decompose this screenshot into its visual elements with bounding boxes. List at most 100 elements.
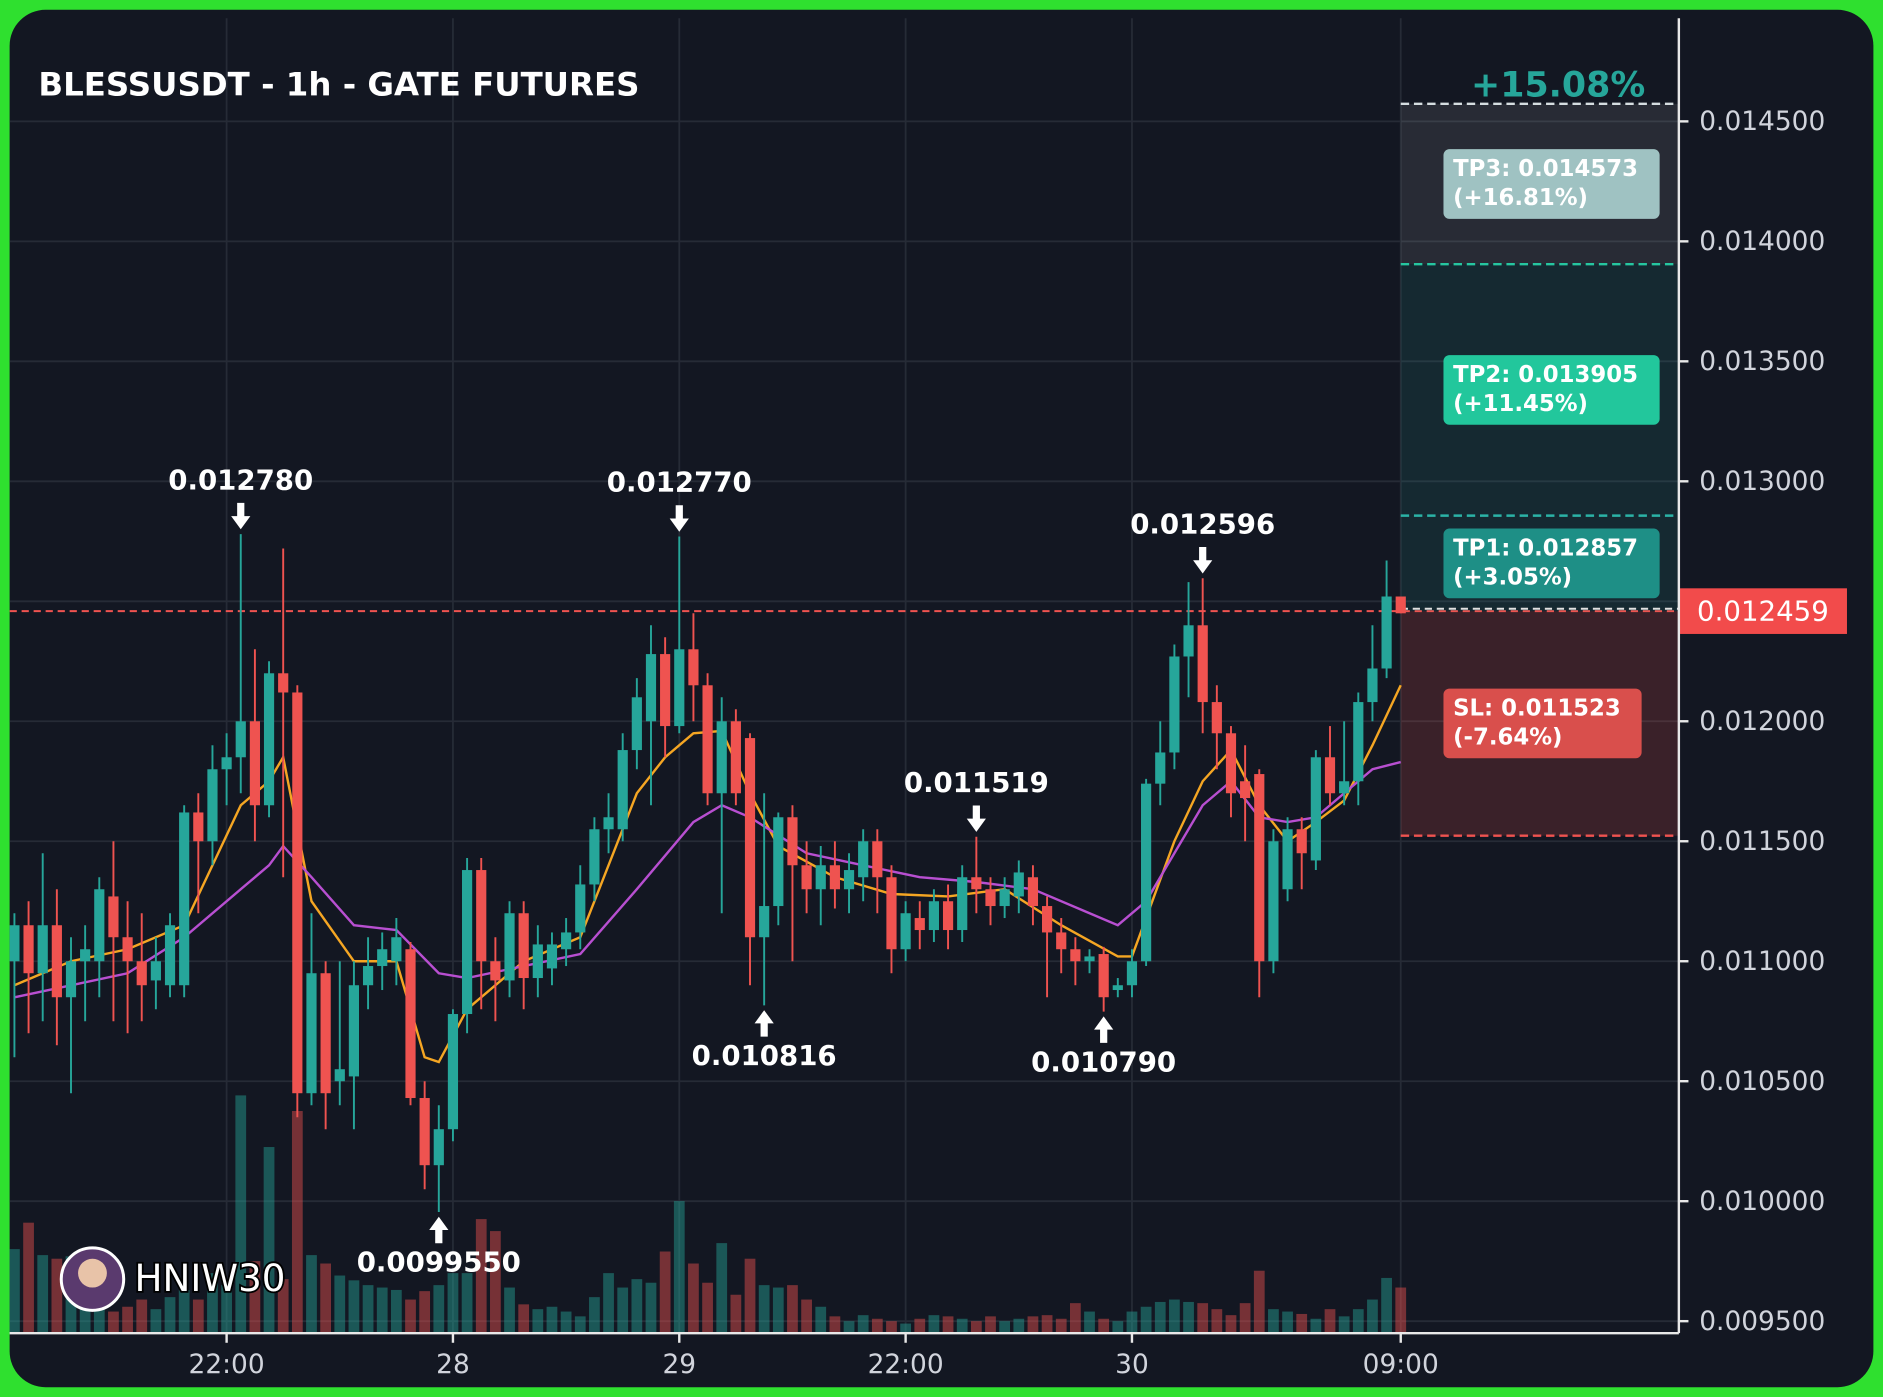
annotation-arrow — [754, 1010, 774, 1037]
candle-body — [419, 1098, 430, 1166]
volume-bar — [1041, 1315, 1053, 1334]
candle-body — [801, 865, 812, 890]
volume-bar — [1381, 1277, 1392, 1334]
volume-bar — [1296, 1313, 1308, 1334]
candle-body — [1268, 841, 1279, 962]
volume-bar — [900, 1323, 911, 1334]
candle-body — [23, 925, 34, 974]
candle-body — [914, 918, 925, 931]
candle-body — [744, 738, 756, 938]
volume-bar — [235, 1095, 247, 1334]
volume-bar — [136, 1299, 148, 1334]
volume-bar — [1367, 1299, 1378, 1334]
volume-bar — [758, 1285, 770, 1334]
candle-body — [1254, 774, 1265, 962]
candle-body — [829, 865, 840, 890]
candle-body — [1395, 596, 1406, 614]
volume-bar — [574, 1316, 586, 1334]
candle-body — [1169, 656, 1180, 753]
candle-body — [815, 865, 826, 890]
volume-bar — [603, 1273, 614, 1334]
candle-body — [688, 649, 699, 686]
candle-body — [504, 913, 515, 981]
volume-bar — [985, 1316, 996, 1334]
candle-body — [1084, 956, 1095, 962]
candle-body — [617, 750, 628, 830]
annotation-arrow — [231, 502, 251, 530]
volume-bar — [1352, 1309, 1364, 1334]
volume-bar — [631, 1279, 643, 1334]
volume-bar — [1253, 1270, 1265, 1334]
x-tick-label: 28 — [436, 1349, 470, 1380]
candle-body — [377, 949, 388, 967]
volume-bar — [475, 1219, 487, 1334]
volume-bar — [207, 1273, 218, 1334]
volume-bar — [956, 1318, 968, 1334]
candle-body — [1183, 625, 1194, 657]
candle-body — [80, 949, 91, 962]
y-tick-label: 0.014000 — [1699, 226, 1825, 257]
stop-label-box — [1443, 688, 1642, 759]
candle-body — [1126, 961, 1138, 986]
volume-bar — [928, 1315, 940, 1334]
candle-body — [122, 937, 133, 962]
y-tick-label: 0.011000 — [1699, 946, 1825, 977]
volume-bar — [1013, 1318, 1025, 1334]
volume-bar — [801, 1299, 812, 1334]
volume-bar — [1055, 1318, 1067, 1334]
y-tick-label: 0.012000 — [1699, 706, 1825, 737]
volume-bar — [1027, 1316, 1039, 1334]
annotation-label: 0.011519 — [904, 766, 1049, 799]
candle-body — [575, 884, 586, 933]
annotation-label: 0.012780 — [168, 463, 313, 496]
candle-body — [674, 649, 685, 727]
target-pct: (+11.45%) — [1453, 391, 1588, 417]
candle-body — [1381, 596, 1392, 669]
y-tick-label: 0.011500 — [1699, 826, 1825, 857]
candle-body — [249, 721, 260, 806]
candle-body — [334, 1069, 345, 1082]
candle-body — [490, 961, 501, 981]
annotation-arrow — [669, 505, 689, 532]
panel — [9, 9, 1874, 1388]
candle-body — [263, 673, 275, 806]
candle-body — [518, 913, 529, 979]
volume-bar — [1324, 1309, 1336, 1334]
candle-body — [1155, 752, 1166, 784]
candle-body — [9, 925, 20, 962]
candle-body — [1324, 757, 1336, 794]
annotation-label: 0.012770 — [607, 466, 752, 499]
candle-body — [1197, 625, 1208, 703]
volume-bar — [1169, 1299, 1180, 1334]
volume-bar — [914, 1318, 926, 1334]
volume-bar — [192, 1299, 204, 1334]
candle-body — [985, 889, 996, 907]
volume-bar — [772, 1287, 784, 1334]
volume-bar — [886, 1321, 897, 1334]
candle-body — [942, 901, 954, 931]
candle-body — [631, 697, 642, 751]
candle-body — [1282, 829, 1293, 890]
candle-body — [278, 673, 289, 693]
stop-label: SL: 0.011523 — [1453, 696, 1621, 722]
candle-body — [1070, 949, 1081, 962]
volume-bar — [815, 1306, 827, 1334]
volume-bar — [334, 1275, 346, 1334]
x-tick-label: 22:00 — [189, 1349, 265, 1380]
volume-bar — [447, 1273, 459, 1334]
candle-body — [1041, 906, 1053, 933]
candle-body — [999, 889, 1010, 907]
volume-bar — [744, 1258, 756, 1334]
volume-bar — [843, 1321, 855, 1334]
candle-body — [94, 889, 105, 962]
candle-body — [447, 1014, 459, 1130]
candle-body — [461, 870, 473, 1015]
candle-body — [179, 812, 190, 986]
volume-bar — [178, 1289, 190, 1334]
stop-pct: (-7.64%) — [1453, 724, 1562, 750]
candle-body — [51, 925, 62, 998]
volume-bar — [1183, 1301, 1194, 1334]
candle-body — [235, 721, 246, 758]
annotation-label: 0.012596 — [1130, 507, 1275, 540]
volume-bar — [1282, 1311, 1293, 1334]
